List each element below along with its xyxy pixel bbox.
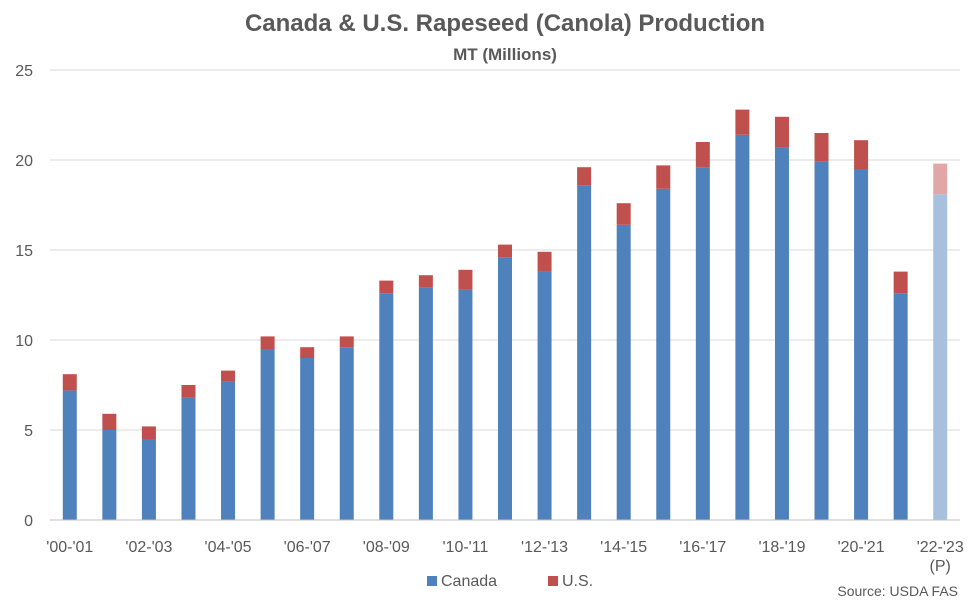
bar-canada: [854, 169, 869, 520]
y-tick-label: 20: [15, 153, 33, 170]
bar-us: [260, 336, 275, 349]
chart-title: Canada & U.S. Rapeseed (Canola) Producti…: [245, 10, 765, 37]
bar-canada: [537, 271, 552, 520]
bars: [62, 109, 948, 521]
x-tick-label: '18-'19: [758, 539, 805, 556]
x-tick-label: '20-'21: [838, 539, 885, 556]
bar-canada: [300, 358, 315, 520]
y-tick-label: 15: [15, 243, 33, 260]
bar-us: [102, 413, 117, 430]
bar-us: [62, 374, 77, 391]
bar-canada: [141, 439, 156, 520]
bar-us: [735, 109, 750, 135]
bar-us: [458, 269, 473, 290]
bar-us: [141, 426, 156, 439]
legend: Canada U.S.: [427, 573, 593, 590]
bar-us: [577, 167, 592, 186]
bar-canada: [62, 390, 77, 520]
bar-canada: [814, 161, 829, 521]
y-tick-label: 0: [24, 513, 33, 530]
bar-us: [814, 133, 829, 162]
x-axis-tick-labels: '00-'01 '02-'03 '04-'05 '06-'07 '08-'09 '10-'…: [46, 539, 964, 575]
bar-canada: [102, 430, 117, 520]
y-axis-tick-labels: 0 5 10 15 20 25: [15, 63, 33, 530]
bar-us: [893, 271, 908, 294]
y-tick-label: 25: [15, 63, 33, 80]
legend-label-canada: Canada: [441, 573, 497, 590]
bar-canada: [379, 293, 394, 520]
bar-canada: [260, 349, 275, 520]
bar-us: [339, 336, 354, 348]
bar-us: [418, 275, 433, 288]
bar-us: [379, 280, 394, 294]
bar-canada: [339, 347, 354, 520]
x-tick-label: '08-'09: [363, 539, 410, 556]
x-tick-label: '12-'13: [521, 539, 568, 556]
bar-us: [300, 347, 315, 358]
bar-us: [695, 142, 710, 168]
y-tick-label: 5: [24, 423, 33, 440]
x-tick-label: '06-'07: [284, 539, 331, 556]
bar-canada: [418, 287, 433, 520]
bar-us: [656, 165, 671, 189]
x-tick-label: '00-'01: [46, 539, 93, 556]
bar-us: [933, 163, 948, 195]
bar-canada: [458, 289, 473, 520]
source-note: Source: USDA FAS: [837, 583, 958, 599]
bar-us: [181, 385, 196, 398]
bar-canada: [498, 257, 512, 520]
bar-us: [498, 244, 512, 258]
x-tick-label: '02-'03: [125, 539, 172, 556]
x-tick-label: '04-'05: [205, 539, 252, 556]
bar-canada: [735, 134, 750, 521]
x-tick-label: '14-'15: [600, 539, 647, 556]
x-tick-label: '16-'17: [679, 539, 726, 556]
bar-us: [221, 370, 236, 382]
bar-canada: [695, 167, 710, 520]
bar-canada: [616, 224, 631, 521]
bar-canada: [221, 381, 236, 520]
bar-us: [854, 140, 869, 169]
bar-canada: [893, 293, 908, 520]
x-tick-label: '10-'11: [443, 539, 489, 556]
bar-canada: [933, 194, 948, 520]
chart-subtitle: MT (Millions): [453, 45, 557, 64]
bar-canada: [577, 185, 592, 520]
bar-canada: [774, 147, 789, 520]
bar-us: [616, 203, 631, 225]
legend-label-us: U.S.: [562, 573, 593, 590]
x-tick-label: '22-'23 (P): [917, 539, 964, 575]
bar-us: [774, 116, 789, 148]
bar-canada: [181, 397, 196, 520]
y-tick-label: 10: [15, 333, 33, 350]
bar-canada: [656, 188, 671, 521]
bar-us: [537, 251, 552, 272]
legend-swatch-canada: [427, 576, 437, 586]
legend-swatch-us: [548, 576, 558, 586]
